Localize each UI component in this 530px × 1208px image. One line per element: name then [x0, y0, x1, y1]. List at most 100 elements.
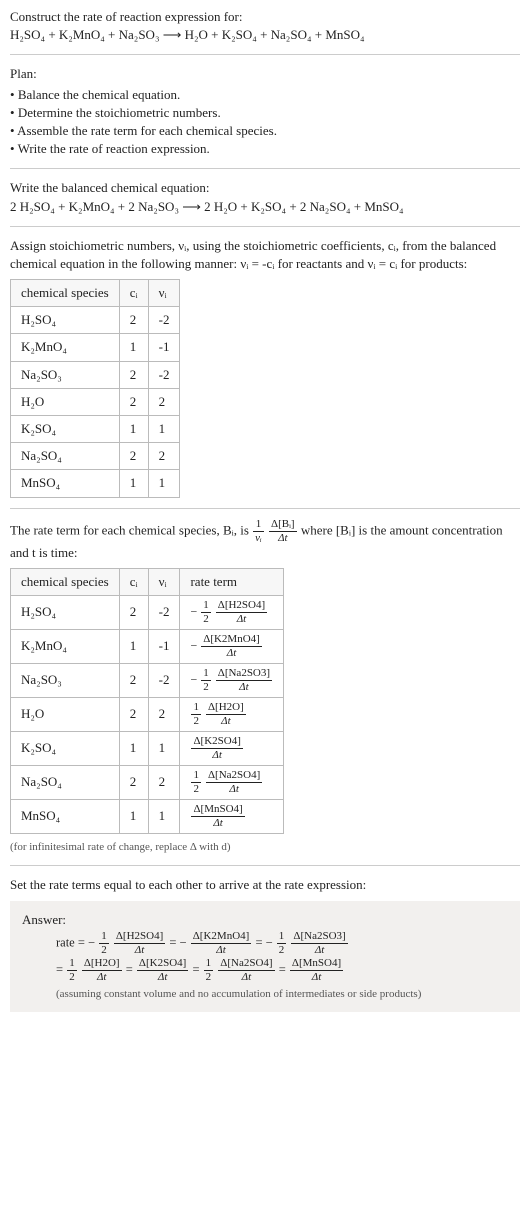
- header-reaction: H₂SO₄ + K₂MnO₄ + Na₂SO₃ ⟶ H₂O + K₂SO₄ + …: [10, 26, 520, 44]
- table-cell: -1: [148, 629, 180, 663]
- table-cell: 2: [119, 697, 148, 731]
- answer-line-2: = 12 Δ[H2O]Δt = Δ[K2SO4]Δt = 12 Δ[Na2SO4…: [22, 958, 508, 983]
- plan-title: Plan:: [10, 65, 520, 83]
- table-cell: K₂MnO₄: [11, 334, 120, 361]
- table-cell: 1: [119, 470, 148, 497]
- divider: [10, 54, 520, 55]
- divider: [10, 865, 520, 866]
- table-header: chemical species: [11, 568, 120, 595]
- final-prompt: Set the rate terms equal to each other t…: [10, 876, 520, 894]
- table-cell: H₂SO₄: [11, 595, 120, 629]
- table-cell: 1: [148, 799, 180, 833]
- rateterm-intro: The rate term for each chemical species,…: [10, 519, 520, 562]
- table-row: Na₂SO₃2-2− 12 Δ[Na2SO3]Δt: [11, 663, 284, 697]
- divider: [10, 168, 520, 169]
- divider: [10, 226, 520, 227]
- table-row: H₂SO₄2-2− 12 Δ[H2SO4]Δt: [11, 595, 284, 629]
- table-cell: 2: [119, 361, 148, 388]
- rate-term-cell: − 12 Δ[H2SO4]Δt: [180, 595, 284, 629]
- table-cell: 2: [119, 765, 148, 799]
- header-section: Construct the rate of reaction expressio…: [10, 8, 520, 44]
- table-row: H₂O22: [11, 388, 180, 415]
- rate-term-cell: 12 Δ[H2O]Δt: [180, 697, 284, 731]
- table-row: MnSO₄11: [11, 470, 180, 497]
- table-cell: 1: [119, 731, 148, 765]
- table-header: chemical species: [11, 280, 120, 307]
- rateterm-section: The rate term for each chemical species,…: [10, 519, 520, 856]
- rate-term-cell: − 12 Δ[Na2SO3]Δt: [180, 663, 284, 697]
- stoich-intro: Assign stoichiometric numbers, νᵢ, using…: [10, 237, 520, 273]
- stoich-section: Assign stoichiometric numbers, νᵢ, using…: [10, 237, 520, 498]
- table-cell: 2: [119, 663, 148, 697]
- table-cell: 2: [148, 765, 180, 799]
- table-cell: -2: [148, 663, 180, 697]
- table-cell: 1: [148, 731, 180, 765]
- table-cell: 2: [119, 595, 148, 629]
- table-row: K₂MnO₄1-1: [11, 334, 180, 361]
- table-cell: K₂SO₄: [11, 416, 120, 443]
- table-cell: 1: [119, 629, 148, 663]
- answer-box: Answer: rate = − 12 Δ[H2SO4]Δt = − Δ[K2M…: [10, 901, 520, 1013]
- plan-item: Determine the stoichiometric numbers.: [10, 104, 520, 122]
- plan-item: Balance the chemical equation.: [10, 86, 520, 104]
- table-cell: 1: [119, 416, 148, 443]
- table-header: νᵢ: [148, 280, 180, 307]
- table-row: K₂SO₄11: [11, 416, 180, 443]
- table-cell: 2: [148, 443, 180, 470]
- table-cell: 1: [148, 416, 180, 443]
- table-header: cᵢ: [119, 280, 148, 307]
- table-cell: 1: [119, 334, 148, 361]
- table-row: Na₂SO₃2-2: [11, 361, 180, 388]
- table-header: rate term: [180, 568, 284, 595]
- answer-label: Answer:: [22, 911, 508, 929]
- table-cell: MnSO₄: [11, 799, 120, 833]
- table-cell: -1: [148, 334, 180, 361]
- table-cell: 1: [119, 799, 148, 833]
- balanced-title: Write the balanced chemical equation:: [10, 179, 520, 197]
- rate-term-cell: − Δ[K2MnO4]Δt: [180, 629, 284, 663]
- table-cell: Na₂SO₄: [11, 443, 120, 470]
- rate-term-cell: Δ[MnSO4]Δt: [180, 799, 284, 833]
- table-cell: 2: [119, 307, 148, 334]
- rateterm-table: chemical speciescᵢνᵢrate term H₂SO₄2-2− …: [10, 568, 284, 834]
- table-row: K₂MnO₄1-1− Δ[K2MnO4]Δt: [11, 629, 284, 663]
- table-cell: -2: [148, 307, 180, 334]
- table-row: Na₂SO₄2212 Δ[Na2SO4]Δt: [11, 765, 284, 799]
- table-row: MnSO₄11Δ[MnSO4]Δt: [11, 799, 284, 833]
- table-cell: K₂MnO₄: [11, 629, 120, 663]
- table-row: Na₂SO₄22: [11, 443, 180, 470]
- plan-item: Write the rate of reaction expression.: [10, 140, 520, 158]
- table-cell: Na₂SO₃: [11, 663, 120, 697]
- divider: [10, 508, 520, 509]
- table-row: K₂SO₄11Δ[K2SO4]Δt: [11, 731, 284, 765]
- table-cell: H₂O: [11, 388, 120, 415]
- table-cell: MnSO₄: [11, 470, 120, 497]
- rate-term-cell: 12 Δ[Na2SO4]Δt: [180, 765, 284, 799]
- rateterm-note: (for infinitesimal rate of change, repla…: [10, 840, 520, 855]
- table-cell: K₂SO₄: [11, 731, 120, 765]
- plan-section: Plan: Balance the chemical equation.Dete…: [10, 65, 520, 158]
- header-title: Construct the rate of reaction expressio…: [10, 8, 520, 26]
- plan-item: Assemble the rate term for each chemical…: [10, 122, 520, 140]
- table-row: H₂O2212 Δ[H2O]Δt: [11, 697, 284, 731]
- table-header: cᵢ: [119, 568, 148, 595]
- rateterm-intro-a: The rate term for each chemical species,…: [10, 522, 252, 537]
- table-cell: Na₂SO₃: [11, 361, 120, 388]
- plan-list: Balance the chemical equation.Determine …: [10, 86, 520, 159]
- table-cell: -2: [148, 595, 180, 629]
- table-cell: 2: [119, 443, 148, 470]
- rate-term-cell: Δ[K2SO4]Δt: [180, 731, 284, 765]
- table-cell: 2: [148, 388, 180, 415]
- stoich-table: chemical speciescᵢνᵢ H₂SO₄2-2K₂MnO₄1-1Na…: [10, 279, 180, 498]
- final-section: Set the rate terms equal to each other t…: [10, 876, 520, 1012]
- table-cell: 1: [148, 470, 180, 497]
- table-cell: 2: [119, 388, 148, 415]
- rateterm-generic: 1νᵢ Δ[Bᵢ]Δt: [252, 522, 301, 537]
- table-cell: 2: [148, 697, 180, 731]
- balanced-section: Write the balanced chemical equation: 2 …: [10, 179, 520, 215]
- answer-line-1: rate = − 12 Δ[H2SO4]Δt = − Δ[K2MnO4]Δt =…: [22, 931, 508, 956]
- table-cell: -2: [148, 361, 180, 388]
- answer-note: (assuming constant volume and no accumul…: [22, 987, 508, 1002]
- table-row: H₂SO₄2-2: [11, 307, 180, 334]
- balanced-equation: 2 H₂SO₄ + K₂MnO₄ + 2 Na₂SO₃ ⟶ 2 H₂O + K₂…: [10, 198, 520, 216]
